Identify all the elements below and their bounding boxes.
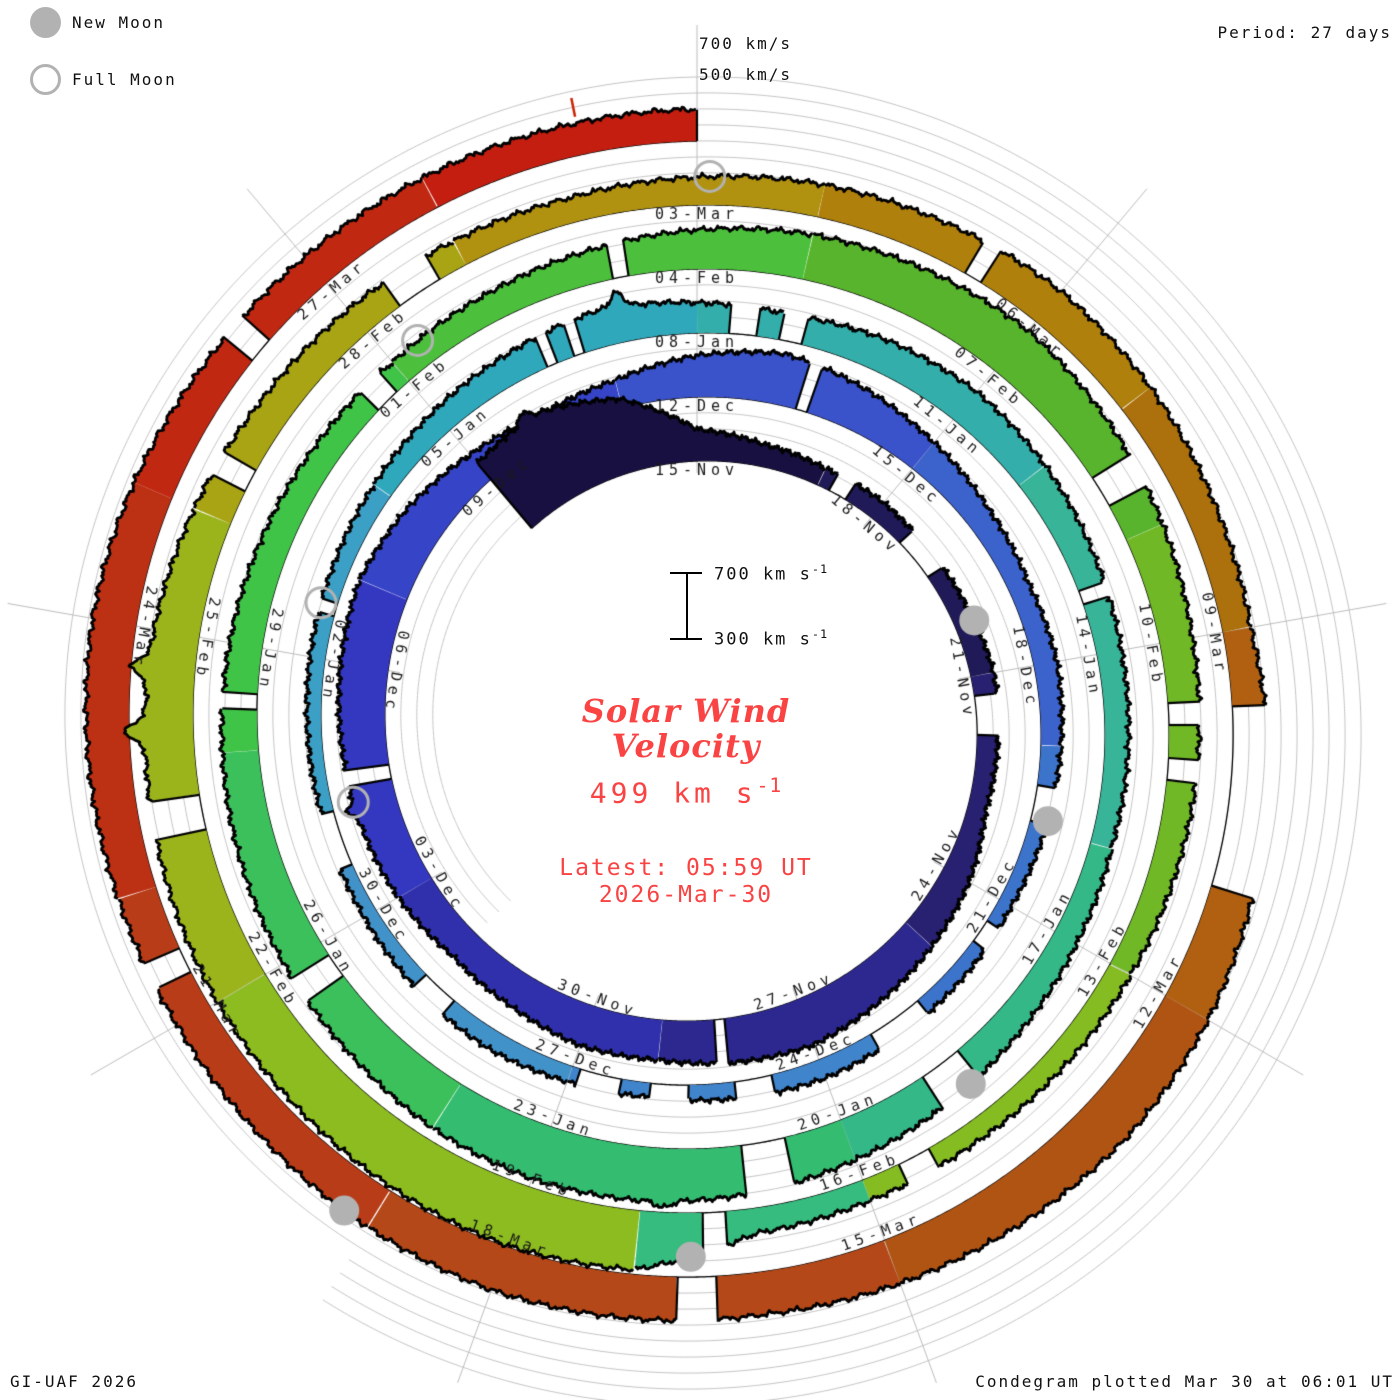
full-moon-label: Full Moon [72,70,177,89]
credit-label: GI-UAF 2026 [10,1372,138,1391]
velocity-scale-bar: 700 km s-1 300 km s-1 [670,562,870,652]
scale-bar-top-label: 700 km s-1 [714,562,829,585]
ref-line-500-label: 500 km/s [699,65,793,84]
ref-line-700-label: 700 km/s [699,34,793,53]
new-moon-icon [30,7,61,38]
scale-bar-bottom-tick [670,638,702,640]
scale-bar-bottom-label: 300 km s-1 [714,627,829,650]
full-moon-icon [30,64,61,95]
chart-title: Solar Wind Velocity [581,692,791,765]
plotted-timestamp-label: Condegram plotted Mar 30 at 06:01 UT [975,1372,1394,1391]
latest-timestamp: Latest: 05:59 UT 2026-Mar-30 [559,855,813,909]
scale-bar-stem [686,572,688,640]
center-title-block: Solar Wind Velocity 499 km s-1 Latest: 0… [396,694,976,909]
new-moon-label: New Moon [72,13,166,32]
period-label: Period: 27 days [1217,23,1392,42]
latest-velocity-value: 499 km s-1 [589,774,783,810]
